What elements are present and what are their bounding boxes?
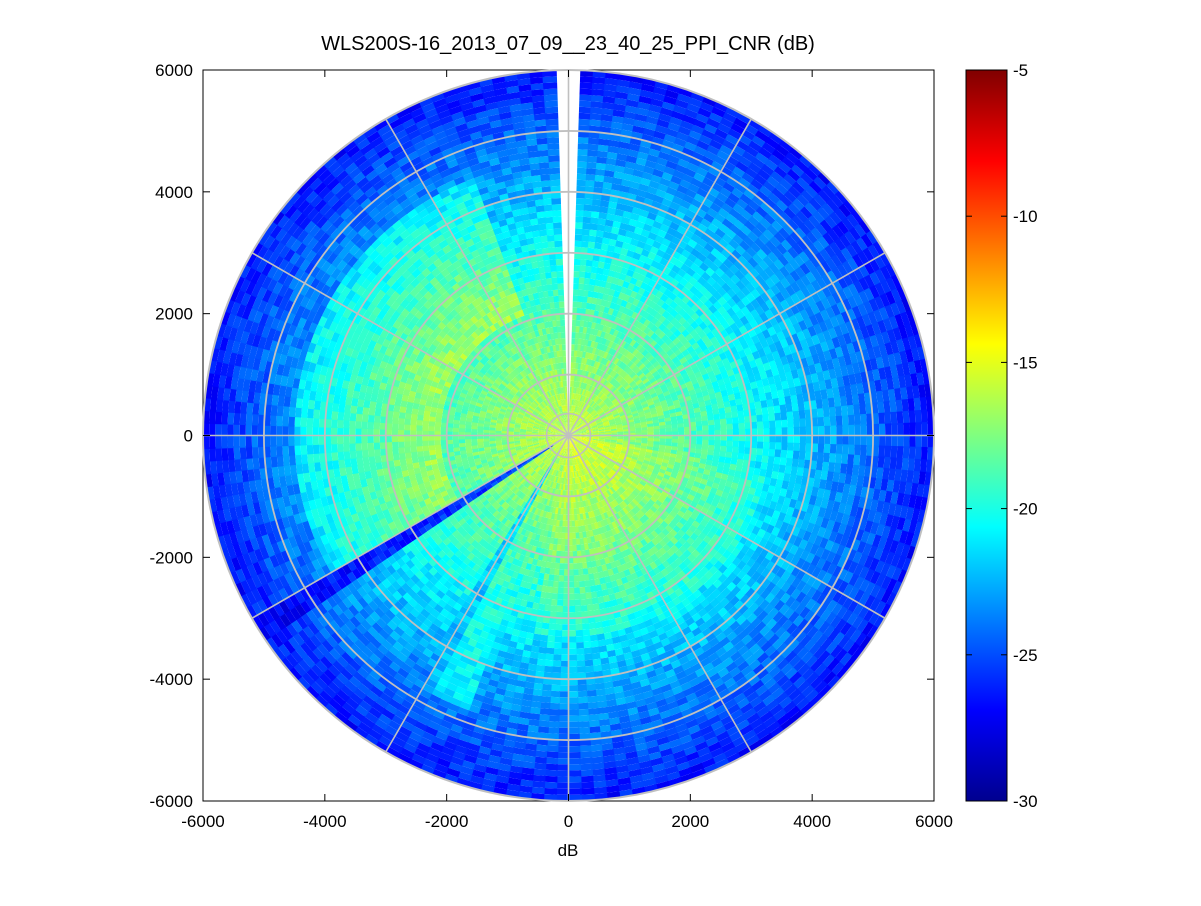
ppi-cell	[561, 338, 565, 344]
ppi-cell	[556, 265, 563, 272]
ppi-cell	[720, 424, 726, 431]
ppi-cell	[562, 350, 566, 356]
ppi-cell	[563, 356, 566, 362]
ppi-cell	[477, 438, 483, 442]
ppi-cell	[558, 296, 564, 302]
ppi-cell	[571, 521, 575, 527]
ppi-cell	[560, 320, 565, 326]
ppi-cell	[558, 283, 564, 289]
ppi-cell	[562, 344, 566, 350]
chart-title: WLS200S-16_2013_07_09__23_40_25_PPI_CNR …	[321, 33, 815, 55]
ppi-cell	[561, 326, 566, 332]
ppi-cell	[410, 440, 416, 447]
ppi-cell	[563, 362, 566, 368]
ppi-cell	[557, 271, 564, 277]
ppi-cell	[561, 332, 565, 338]
ppi-cell	[654, 429, 660, 433]
ppi-cell	[573, 587, 580, 593]
ppi-cell	[559, 302, 565, 308]
ppi-cell	[557, 277, 564, 283]
ppi-cell	[558, 289, 564, 295]
